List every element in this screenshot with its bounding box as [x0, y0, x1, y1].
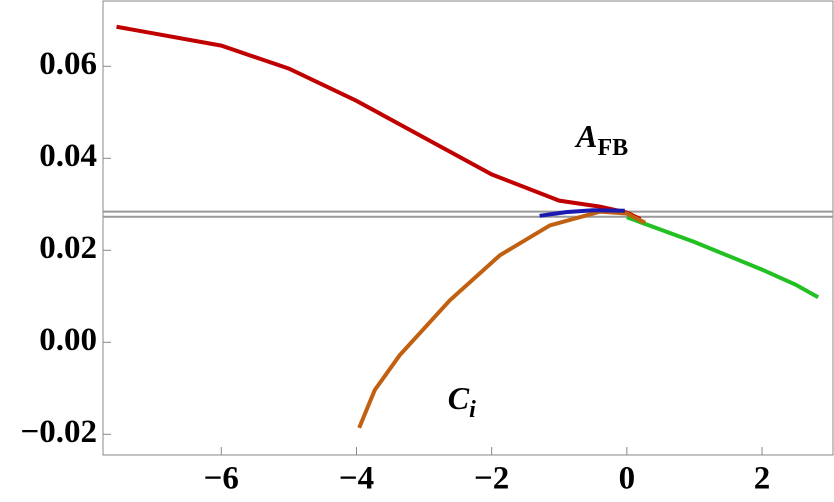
x-tick-label: −2 — [474, 461, 509, 497]
annotation-subscript: FB — [597, 135, 628, 161]
y-tick-label: 0.00 — [39, 322, 97, 358]
annotation-text: A — [574, 118, 597, 154]
series-line — [357, 209, 646, 429]
y-tick-label: 0.06 — [39, 46, 97, 82]
x-tick-label: −6 — [204, 461, 239, 497]
annotation: Ci — [448, 380, 476, 423]
series-line — [116, 24, 642, 221]
plot-frame — [102, 0, 834, 456]
y-tick-label: 0.04 — [39, 138, 97, 174]
x-tick-label: −4 — [339, 461, 374, 497]
annotation-subscript: i — [469, 397, 476, 423]
series-line — [626, 215, 820, 299]
annotation-text: C — [448, 380, 470, 416]
x-tick-label: 2 — [754, 461, 771, 497]
x-tick-label: 0 — [619, 461, 636, 497]
annotation: AFB — [574, 118, 628, 161]
series-line — [539, 208, 625, 218]
y-tick-label: −0.02 — [20, 414, 97, 450]
y-tick-label: 0.02 — [39, 230, 97, 266]
